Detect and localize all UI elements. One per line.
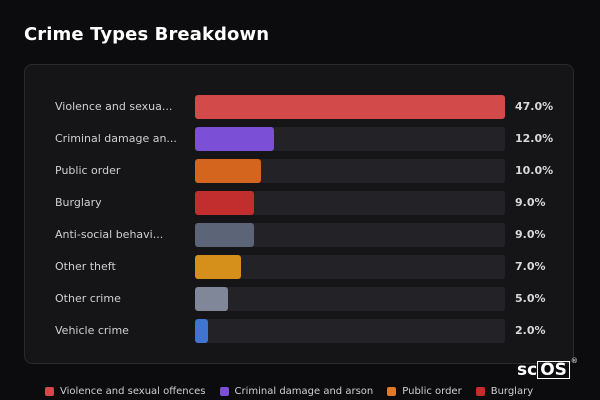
bar-track [195, 159, 505, 183]
bar[interactable] [195, 159, 261, 183]
bar-row: Criminal damage an... 12.0% [25, 127, 573, 151]
value-label: 47.0% [515, 100, 554, 113]
value-label: 2.0% [515, 324, 546, 337]
legend-label: Violence and sexual offences [60, 386, 206, 397]
category-label: Violence and sexua... [55, 100, 173, 113]
bar[interactable] [195, 127, 274, 151]
legend-item[interactable]: Criminal damage and arson [219, 386, 374, 397]
chart-panel: Violence and sexua... 47.0% Criminal damag… [24, 64, 574, 364]
category-label: Vehicle crime [55, 324, 129, 337]
value-label: 9.0% [515, 228, 546, 241]
bar[interactable] [195, 287, 228, 311]
value-label: 9.0% [515, 196, 546, 209]
legend-label: Criminal damage and arson [234, 386, 374, 397]
legend-swatch [475, 387, 485, 396]
bar-track [195, 95, 505, 119]
legend-item[interactable]: Violence and sexual offences [45, 386, 206, 397]
bar[interactable] [195, 95, 505, 119]
legend-item[interactable]: Public order [387, 386, 462, 397]
category-label: Criminal damage an... [55, 132, 177, 145]
legend-swatch [219, 387, 229, 396]
legend-label: Public order [402, 386, 462, 397]
category-label: Public order [55, 164, 121, 177]
value-label: 10.0% [515, 164, 554, 177]
bar-row: Other theft 7.0% [25, 255, 573, 279]
bar-row: Public order 10.0% [25, 159, 573, 183]
bar[interactable] [195, 319, 208, 343]
bar-row: Anti-social behavi... 9.0% [25, 223, 573, 247]
bar-track [195, 191, 505, 215]
legend-swatch [387, 387, 397, 396]
value-label: 7.0% [515, 260, 546, 273]
bar-row: Burglary 9.0% [25, 191, 573, 215]
category-label: Other crime [55, 292, 121, 305]
legend-label: Burglary [490, 386, 534, 397]
bar[interactable] [195, 255, 241, 279]
category-label: Other theft [55, 260, 116, 273]
value-label: 12.0% [515, 132, 554, 145]
bar-row: Violence and sexua... 47.0% [25, 95, 573, 119]
brand-logo: sc OS ® [517, 357, 578, 380]
bar-row: Other crime 5.0% [25, 287, 573, 311]
logo-text-prefix: sc [517, 360, 538, 380]
legend-swatch [45, 387, 54, 396]
bar-track [195, 287, 505, 311]
category-label: Burglary [55, 196, 102, 209]
logo-registered-mark: ® [570, 357, 578, 365]
bar-track [195, 223, 505, 247]
bar-track [195, 255, 505, 279]
bar[interactable] [195, 223, 254, 247]
bar[interactable] [195, 191, 254, 215]
chart-title: Crime Types Breakdown [24, 24, 270, 45]
bar-row: Vehicle crime 2.0% [25, 319, 573, 343]
logo-text-box: OS [537, 361, 570, 379]
category-label: Anti-social behavi... [55, 228, 164, 241]
bar-track [195, 319, 505, 343]
legend-item[interactable]: Burglary [475, 386, 534, 397]
chart-legend: Violence and sexual offences Criminal dam… [45, 386, 533, 397]
bar-track [195, 127, 505, 151]
value-label: 5.0% [515, 292, 546, 305]
